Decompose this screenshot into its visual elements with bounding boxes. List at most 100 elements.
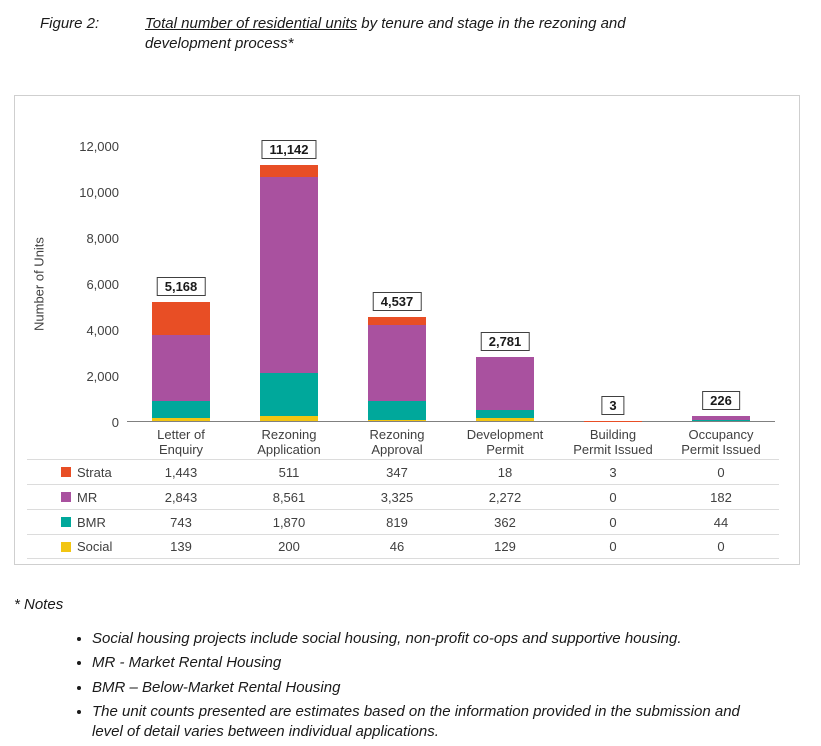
- table-cell: 182: [667, 490, 775, 505]
- y-tick-label: 6,000: [86, 277, 119, 292]
- bar-total-label: 3: [601, 396, 624, 415]
- legend-label: BMR: [77, 515, 106, 530]
- table-cell: 0: [667, 465, 775, 480]
- stacked-bar: [260, 165, 318, 421]
- bar-column: 2,781: [451, 146, 559, 421]
- y-tick-label: 12,000: [79, 139, 119, 154]
- note-bullet: The unit counts presented are estimates …: [92, 702, 774, 743]
- legend-label: Strata: [77, 465, 112, 480]
- table-cell: 129: [451, 539, 559, 554]
- bar-segment-social: [260, 416, 318, 421]
- table-cell: 0: [559, 490, 667, 505]
- stacked-bar: [368, 317, 426, 421]
- figure-title-underlined: Total number of residential units: [145, 15, 357, 32]
- table-cell: 2,843: [127, 490, 235, 505]
- note-bullet: MR - Market Rental Housing: [92, 653, 774, 673]
- note-bullet: BMR – Below-Market Rental Housing: [92, 678, 774, 698]
- x-axis-category-label: Building Permit Issued: [559, 427, 667, 459]
- bar-column: 5,168: [127, 146, 235, 421]
- x-axis-category-label: Letter of Enquiry: [127, 427, 235, 459]
- table-cell: 46: [343, 539, 451, 554]
- legend-label: MR: [77, 490, 97, 505]
- bar-segment-strata: [260, 165, 318, 177]
- chart: Number of Units 0 2,000 4,000 6,000 8,000 10,…: [14, 95, 800, 565]
- y-axis-title: Number of Units: [27, 146, 51, 422]
- legend-item: MR: [27, 490, 127, 505]
- table-cell: 0: [559, 539, 667, 554]
- table-cell: 743: [127, 515, 235, 530]
- figure-title-line2: development process*: [145, 35, 293, 52]
- table-cell: 18: [451, 465, 559, 480]
- table-cell: 2,272: [451, 490, 559, 505]
- table-cell: 511: [235, 465, 343, 480]
- bar-segment-mr: [260, 177, 318, 374]
- table-cell: 3,325: [343, 490, 451, 505]
- bar-segment-social: [476, 418, 534, 421]
- table-cell: 1,443: [127, 465, 235, 480]
- x-axis-category-label: Occupancy Permit Issued: [667, 427, 775, 459]
- bar-segment-strata: [152, 302, 210, 335]
- bar-segment-social: [368, 420, 426, 421]
- y-tick-label: 0: [112, 415, 119, 430]
- y-tick-label: 10,000: [79, 185, 119, 200]
- stacked-bar: [152, 302, 210, 421]
- figure-caption: Figure 2: Total number of residential un…: [0, 0, 821, 55]
- bar-segment-mr: [368, 325, 426, 402]
- notes-list: Social housing projects include social h…: [74, 629, 774, 742]
- bar-column: 4,537: [343, 146, 451, 421]
- bar-segment-bmr: [476, 410, 534, 418]
- legend-item: Social: [27, 539, 127, 554]
- y-tick-label: 2,000: [86, 369, 119, 384]
- notes-section: * Notes Social housing projects include …: [14, 596, 774, 746]
- figure-title-rest: by tenure and stage in the rezoning and: [357, 15, 626, 32]
- table-cell: 0: [667, 539, 775, 554]
- legend-item: BMR: [27, 515, 127, 530]
- table-cell: 139: [127, 539, 235, 554]
- bar-total-label: 11,142: [261, 140, 316, 159]
- legend-swatch-social: [61, 542, 71, 552]
- stacked-bar: [692, 416, 750, 421]
- bar-segment-social: [152, 418, 210, 421]
- legend-swatch-bmr: [61, 517, 71, 527]
- bar-segment-mr: [152, 335, 210, 400]
- x-axis-category-label: Development Permit: [451, 427, 559, 459]
- x-axis-category-label: Rezoning Approval: [343, 427, 451, 459]
- bar-column: 11,142: [235, 146, 343, 421]
- table-cell: 347: [343, 465, 451, 480]
- legend-swatch-strata: [61, 467, 71, 477]
- figure-title: Total number of residential units by ten…: [145, 14, 626, 55]
- bar-segment-mr: [476, 357, 534, 409]
- table-cell: 362: [451, 515, 559, 530]
- table-cell: 0: [559, 515, 667, 530]
- legend-item: Strata: [27, 465, 127, 480]
- table-cell: 1,870: [235, 515, 343, 530]
- bar-segment-strata: [368, 317, 426, 325]
- table-cell: 3: [559, 465, 667, 480]
- legend-label: Social: [77, 539, 112, 554]
- figure-label: Figure 2:: [40, 14, 145, 55]
- legend-swatch-mr: [61, 492, 71, 502]
- bar-segment-bmr: [368, 401, 426, 420]
- y-tick-label: 4,000: [86, 323, 119, 338]
- bar-total-label: 2,781: [481, 332, 530, 351]
- table-cell: 44: [667, 515, 775, 530]
- bar-column: 226: [667, 146, 775, 421]
- bar-total-label: 5,168: [157, 277, 206, 296]
- y-tick-label: 8,000: [86, 231, 119, 246]
- table-cell: 200: [235, 539, 343, 554]
- bar-segment-bmr: [692, 420, 750, 421]
- x-axis-category-label: Rezoning Application: [235, 427, 343, 459]
- table-cell: 819: [343, 515, 451, 530]
- bar-segment-bmr: [152, 401, 210, 418]
- bar-segment-bmr: [260, 373, 318, 416]
- notes-heading: * Notes: [14, 596, 774, 613]
- bar-column: 3: [559, 146, 667, 421]
